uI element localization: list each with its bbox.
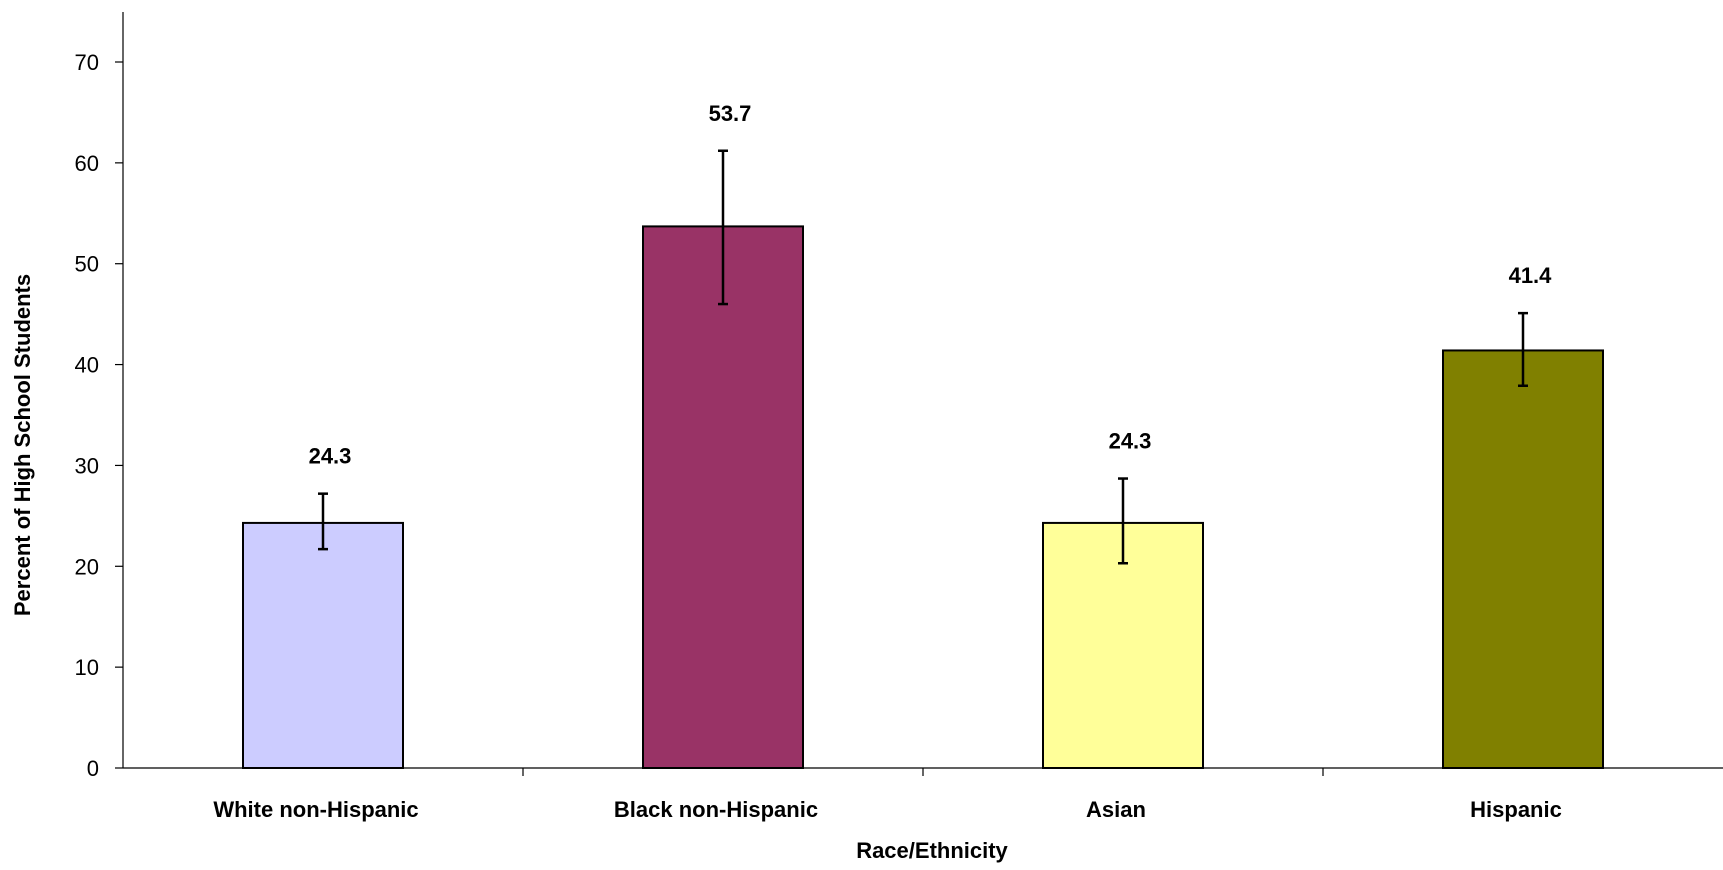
x-category-label: Black non-Hispanic (614, 797, 818, 822)
bar (1442, 349, 1604, 769)
x-category-label: Hispanic (1470, 797, 1562, 822)
data-label: 24.3 (1109, 429, 1152, 454)
data-label: 53.7 (709, 101, 752, 126)
bars-layer (242, 225, 1604, 769)
y-axis-title: Percent of High School Students (10, 274, 35, 616)
y-tick-label: 30 (75, 453, 99, 478)
y-tick-label: 70 (75, 50, 99, 75)
labels-layer: 0 10 20 30 40 50 60 70 24.3 White non-Hispanic 53.… (75, 50, 1562, 822)
error-bars-layer (318, 149, 1528, 565)
y-tick-label: 10 (75, 655, 99, 680)
bar (642, 225, 804, 769)
y-tick-label: 0 (87, 756, 99, 781)
y-tick-label: 20 (75, 554, 99, 579)
x-category-label: White non-Hispanic (213, 797, 418, 822)
bar (242, 521, 404, 769)
data-label: 41.4 (1509, 263, 1553, 288)
y-tick-label: 50 (75, 252, 99, 277)
x-axis-title: Race/Ethnicity (856, 838, 1008, 863)
y-tick-label: 60 (75, 151, 99, 176)
data-label: 24.3 (309, 444, 352, 469)
axes-layer (115, 12, 1723, 776)
x-category-label: Asian (1086, 797, 1146, 822)
y-tick-label: 40 (75, 353, 99, 378)
